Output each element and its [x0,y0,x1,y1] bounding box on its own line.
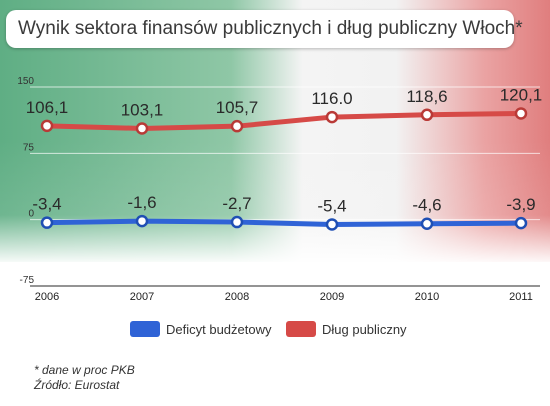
data-label-deficit: -2,7 [222,194,251,213]
source-note: Źródło: Eurostat [34,378,120,392]
flag-fade [0,140,550,265]
y-tick-label: 150 [17,76,34,87]
x-tick-label: 2011 [509,291,533,303]
x-tick-label: 2008 [225,291,249,303]
title-bubble: Wynik sektora finansów publicznych i dłu… [6,10,523,48]
series-line-deficit [44,218,524,227]
data-point-debt [325,110,339,124]
data-label-deficit: -5,4 [317,196,346,215]
legend-item-debt: Dług publiczny [286,318,407,340]
data-point-debt [420,108,434,122]
data-point-debt [135,122,149,135]
data-point-debt [514,107,528,120]
data-point-deficit [325,218,339,231]
data-label-debt: 118,6 [406,87,447,106]
data-label-debt: 116.0 [311,89,352,108]
y-tick-label: 0 [28,209,34,220]
data-point-debt [230,119,244,133]
data-label-deficit: -3,4 [32,195,61,214]
legend-label-deficit: Deficyt budżetowy [166,321,272,337]
data-point-debt [40,119,54,133]
x-tick-label: 2006 [35,291,59,303]
legend-label-debt: Dług publiczny [322,321,407,337]
y-tick-label: 75 [23,142,35,153]
data-label-deficit: -3,9 [506,195,535,214]
data-label-deficit: -1,6 [127,193,156,212]
data-label-debt: 120,1 [500,85,543,104]
x-tick-label: 2009 [320,291,344,303]
data-point-deficit [420,217,434,230]
data-label-debt: 105,7 [216,98,259,117]
x-tick-label: 2007 [130,291,154,303]
legend-swatch-deficit [130,321,160,337]
legend-swatch-debt [286,321,316,337]
legend-item-deficit: Deficyt budżetowy [130,318,272,340]
x-tick-label: 2010 [415,291,439,303]
data-label-deficit: -4,6 [412,196,441,215]
data-point-deficit [514,216,528,230]
y-tick-label: -75 [20,275,35,286]
legend: Deficyt budżetowy Dług publiczny [0,318,550,342]
series-line-debt [44,110,524,131]
chart-title: Wynik sektora finansów publicznych i dłu… [18,18,523,39]
data-point-deficit [230,215,244,229]
footnote: * dane w proc PKB [34,363,135,377]
data-label-debt: 106,1 [26,98,69,117]
data-point-deficit [40,216,54,229]
data-label-debt: 103,1 [121,100,164,119]
data-point-deficit [135,214,149,228]
